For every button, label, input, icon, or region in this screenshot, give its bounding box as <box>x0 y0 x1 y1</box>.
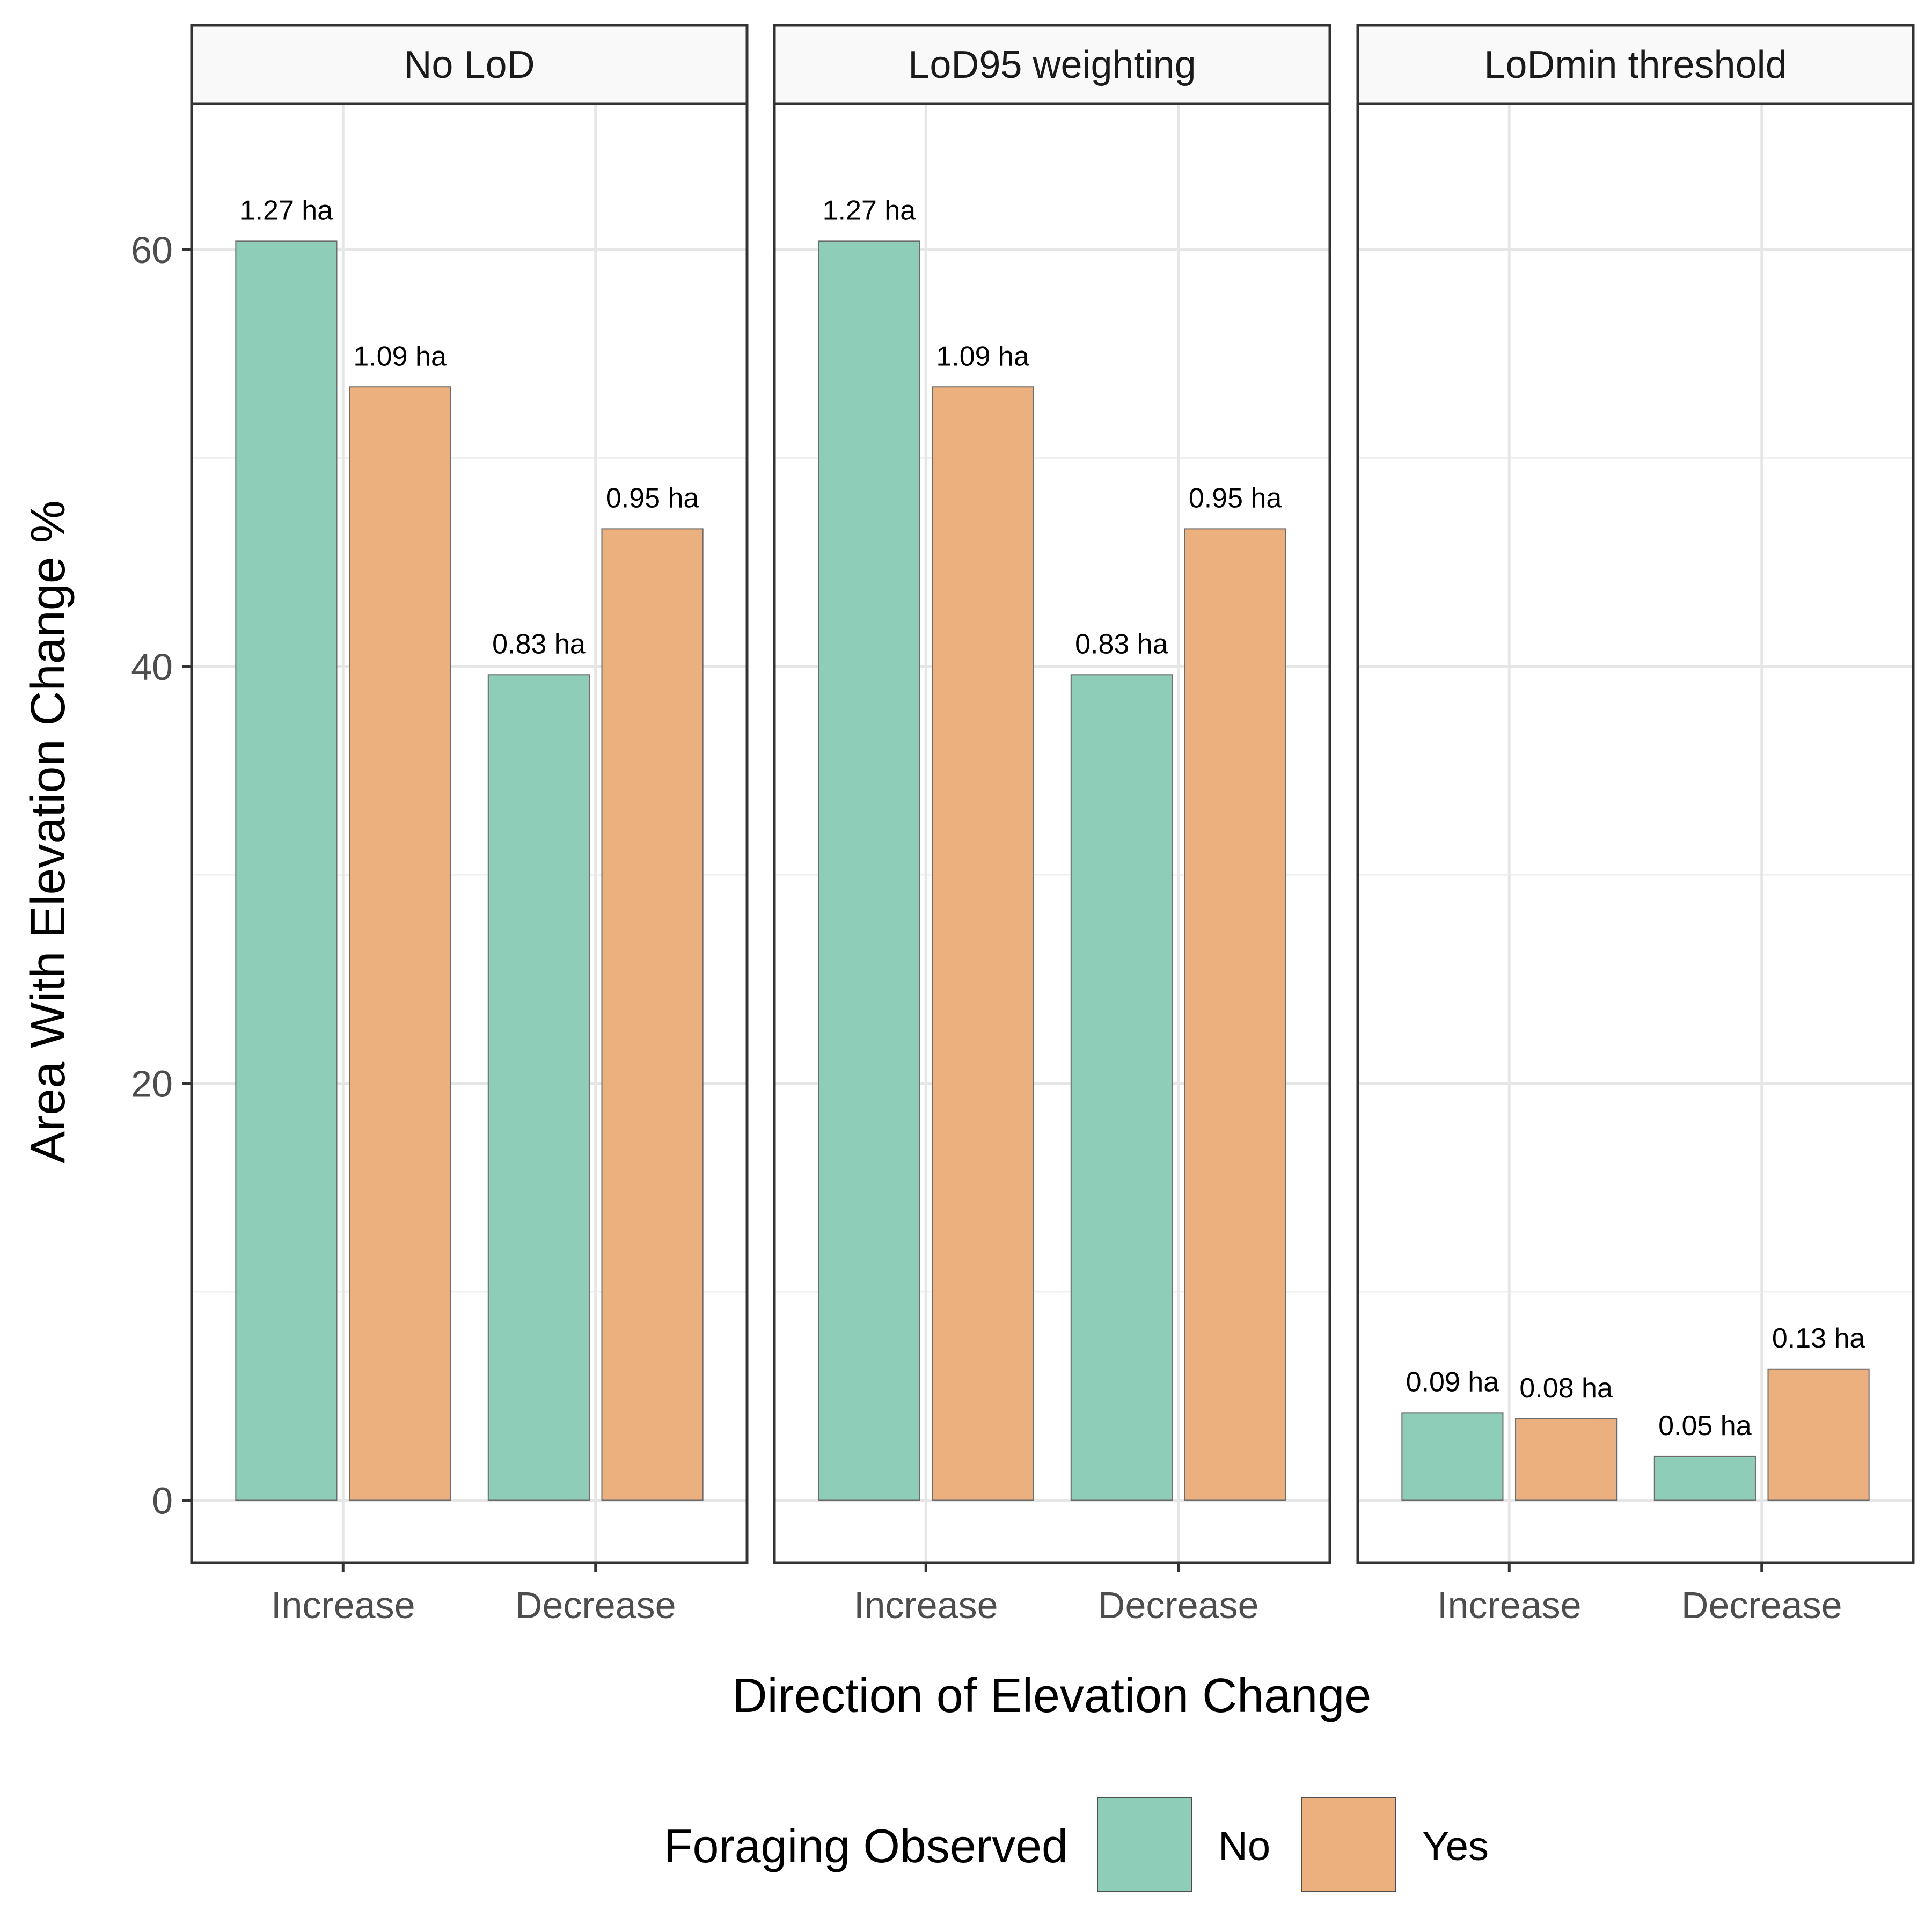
bar-value-label: 0.08 ha <box>1519 1373 1613 1404</box>
bar-value-label: 1.27 ha <box>240 195 333 226</box>
bar-yes-decrease <box>1184 528 1286 1501</box>
facet-panel: 0.09 ha 0.08 ha Increase 0.05 ha 0.13 ha Decr… <box>1356 24 1915 1626</box>
facet-strip <box>773 24 1331 105</box>
bar-yes-increase <box>1515 1418 1618 1501</box>
legend-key-yes <box>1301 1797 1396 1892</box>
bar-no-decrease <box>1070 674 1173 1501</box>
y-tick-label: 40 <box>131 646 173 688</box>
bar-yes-decrease <box>601 528 704 1501</box>
facet-panels: 1.27 ha 1.09 ha Increase 0.83 ha 0.95 ha Decr… <box>190 24 1915 1626</box>
y-axis-title: Area With Elevation Change % <box>21 500 75 1163</box>
facet-strip <box>190 24 749 105</box>
y-tick-label: 20 <box>131 1063 173 1105</box>
x-tick-label: Decrease <box>1098 1584 1259 1626</box>
bar-value-label: 1.09 ha <box>936 341 1029 372</box>
x-tick-label: Decrease <box>515 1584 676 1626</box>
bar-no-increase <box>818 240 920 1501</box>
bar-yes-increase <box>349 386 451 1501</box>
x-axis-title: Direction of Elevation Change <box>733 1669 1372 1723</box>
legend: Foraging Observed No Yes <box>664 1797 1489 1892</box>
panel-background <box>1358 104 1913 1563</box>
legend-label-no: No <box>1218 1824 1270 1869</box>
facet-panel: 1.27 ha 1.09 ha Increase 0.83 ha 0.95 ha Decr… <box>773 24 1331 1626</box>
bar-yes-increase <box>932 386 1034 1501</box>
bar-no-decrease <box>487 674 590 1501</box>
bar-value-label: 0.95 ha <box>1189 482 1282 514</box>
bar-yes-decrease <box>1767 1368 1870 1501</box>
facet-strip <box>1356 24 1915 105</box>
bar-no-increase <box>1401 1412 1504 1501</box>
y-tick-label: 60 <box>131 229 173 271</box>
facet-title: No LoD <box>404 43 535 86</box>
bar-value-label: 0.95 ha <box>606 482 699 514</box>
x-tick-label: Increase <box>854 1584 998 1626</box>
bar-value-label: 0.83 ha <box>1075 628 1168 660</box>
facet-title: LoDmin threshold <box>1484 43 1787 86</box>
bar-value-label: 1.27 ha <box>823 195 916 226</box>
x-tick-label: Increase <box>271 1584 415 1626</box>
y-axis: 0 20 40 60 <box>131 229 192 1521</box>
bar-no-decrease <box>1653 1455 1756 1501</box>
facet-panel: 1.27 ha 1.09 ha Increase 0.83 ha 0.95 ha Decr… <box>190 24 749 1626</box>
bar-value-label: 0.83 ha <box>492 628 586 660</box>
x-tick-label: Increase <box>1437 1584 1581 1626</box>
x-tick-label: Decrease <box>1681 1584 1842 1626</box>
legend-key-no <box>1097 1797 1192 1892</box>
facet-title: LoD95 weighting <box>908 43 1196 86</box>
y-tick-label: 0 <box>152 1480 173 1521</box>
bar-value-label: 0.13 ha <box>1772 1323 1865 1354</box>
bar-no-increase <box>235 240 338 1501</box>
legend-label-yes: Yes <box>1422 1824 1489 1869</box>
legend-title: Foraging Observed <box>664 1819 1068 1872</box>
bar-value-label: 0.05 ha <box>1658 1410 1752 1441</box>
bar-value-label: 1.09 ha <box>353 341 447 372</box>
bar-value-label: 0.09 ha <box>1406 1366 1499 1397</box>
